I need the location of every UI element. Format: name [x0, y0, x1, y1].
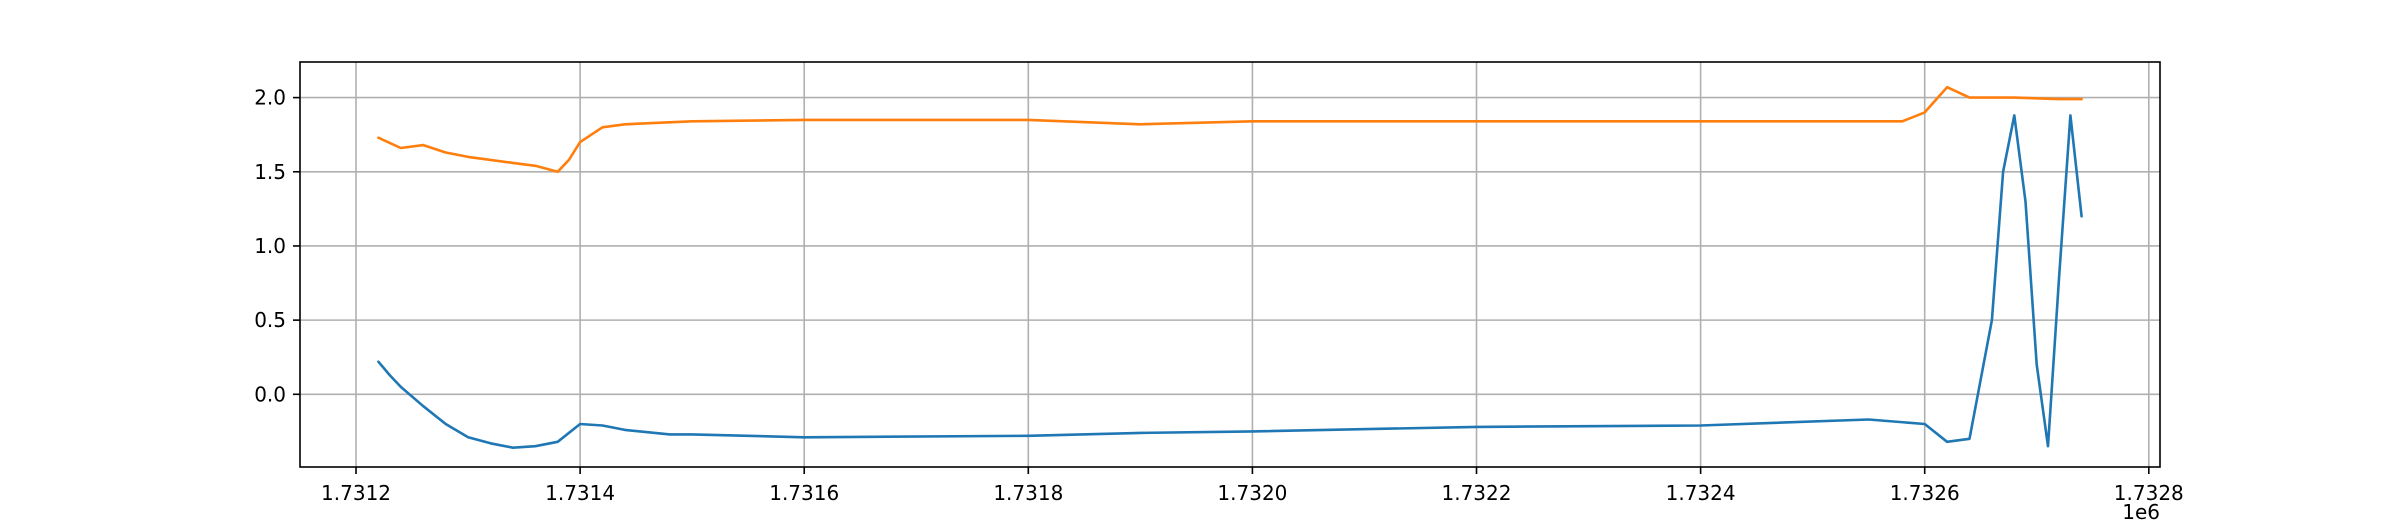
x-tick-label-6: 1.7324 [1666, 481, 1736, 505]
y-tick-label-2: 1.0 [254, 234, 286, 258]
x-axis-offset-label: 1e6 [2122, 500, 2160, 524]
plot-frame [299, 61, 2161, 468]
series-line-0 [377, 114, 2083, 449]
y-tick-label-3: 1.5 [254, 160, 286, 184]
grid-lines [300, 62, 2160, 467]
x-tick-label-2: 1.7316 [769, 481, 839, 505]
x-tick-label-5: 1.7322 [1442, 481, 1512, 505]
axis-ticks [293, 96, 2150, 474]
series-layer [377, 85, 2083, 449]
x-tick-label-1: 1.7314 [545, 481, 615, 505]
series-line-1 [377, 85, 2083, 174]
x-tick-label-3: 1.7318 [993, 481, 1063, 505]
x-tick-label-0: 1.7312 [321, 481, 391, 505]
x-tick-label-4: 1.7320 [1217, 481, 1287, 505]
x-tick-label-8: 1.7328 [2114, 481, 2184, 505]
tick-labels: 1.7312 1.7314 1.7316 1.7318 1.7320 1.7322 1.73… [254, 86, 2184, 505]
x-tick-label-7: 1.7326 [1890, 481, 1960, 505]
y-tick-label-0: 0.0 [254, 382, 286, 406]
y-tick-label-4: 2.0 [254, 86, 286, 110]
y-tick-label-1: 0.5 [254, 308, 286, 332]
